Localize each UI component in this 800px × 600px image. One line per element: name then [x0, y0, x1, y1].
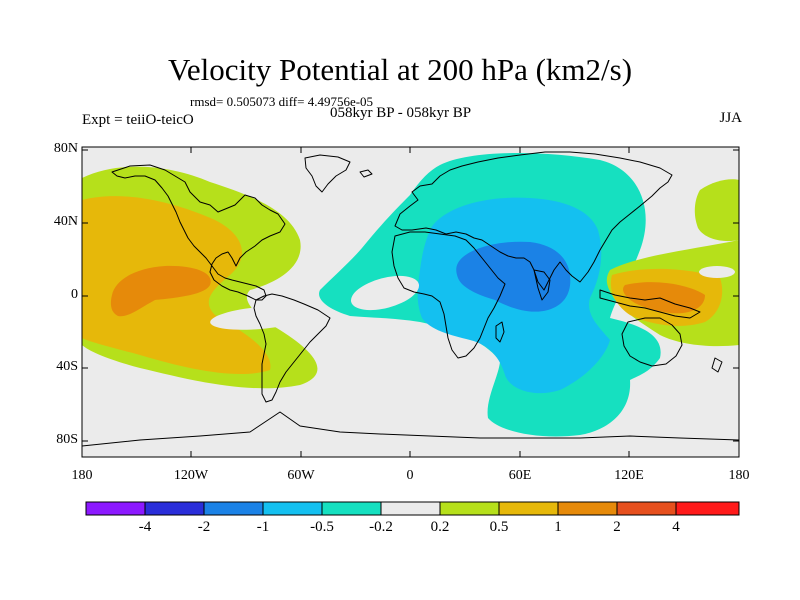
lat-tick-label: 40N	[53, 214, 78, 229]
coastline-greenland	[304, 154, 351, 193]
colorbar-label: 4	[672, 519, 680, 535]
lon-tick-label: 180	[71, 468, 93, 483]
coastline-layer	[82, 151, 739, 447]
colorbar-label: -4	[138, 519, 152, 535]
neutral-patch-west-pacific	[699, 266, 735, 278]
coastline-eurasia	[394, 151, 673, 291]
contour-fill-layer	[82, 147, 739, 457]
colorbar-label: 1	[554, 519, 562, 535]
lon-tick-label: 120E	[614, 468, 644, 483]
coastline-south-america	[253, 293, 331, 403]
coastline-maritime-continent	[599, 289, 701, 319]
contour-negative-1-indian-ocean	[456, 241, 571, 312]
lon-tick-label: 0	[406, 468, 414, 483]
experiment-label: Expt = teiiO-teicO	[82, 112, 194, 128]
lat-tick-label: 40S	[56, 359, 78, 374]
contour-positive-1-east-pacific	[110, 265, 211, 317]
coastline-india	[533, 269, 551, 301]
colorbar-segment	[499, 502, 558, 515]
lon-tick-label: 180	[728, 468, 750, 483]
lat-tick-label: 80S	[56, 432, 78, 447]
lat-tick-label: 80N	[53, 141, 78, 156]
period-label: 058kyr BP - 058kyr BP	[330, 105, 472, 121]
colorbar-label: 0.2	[430, 519, 450, 535]
coastline-north-america	[111, 164, 286, 301]
coastline-new-zealand	[711, 357, 723, 373]
colorbar-segment	[204, 502, 263, 515]
neutral-patch-east-pacific	[210, 306, 310, 330]
colorbar-label: -0.2	[369, 519, 393, 535]
colorbar-label: -0.5	[310, 519, 334, 535]
lat-tick-label: 0	[71, 287, 78, 302]
coastline-antarctica	[82, 411, 739, 447]
lon-tick-label: 60E	[508, 468, 532, 483]
colorbar-segment	[440, 502, 499, 515]
coastline-iceland	[359, 169, 373, 178]
season-label: JJA	[719, 110, 742, 126]
stats-line: rmsd= 0.505073 diff= 4.49756e-05	[190, 94, 374, 109]
colorbar-label: -2	[197, 519, 211, 535]
tick-marks	[81, 147, 740, 457]
coastline-australia	[621, 317, 683, 367]
colorbar-segment	[617, 502, 676, 515]
lon-tick-label: 60W	[287, 468, 315, 483]
colorbar-segment	[381, 502, 440, 515]
lon-tick-label: 120W	[173, 468, 209, 483]
colorbar-segment	[263, 502, 322, 515]
colorbar-label: 0.5	[489, 519, 509, 535]
colorbar	[85, 501, 740, 516]
colorbar-segment	[86, 502, 145, 515]
colorbar-segment	[322, 502, 381, 515]
colorbar-segment	[145, 502, 204, 515]
coastline-madagascar	[495, 321, 505, 343]
plot-title: Velocity Potential at 200 hPa (km2/s)	[167, 52, 633, 87]
contour-positive-1-west-pacific	[623, 282, 705, 314]
colorbar-segment	[558, 502, 617, 515]
contour-positive-0.2-dateline-north	[694, 179, 739, 242]
colorbar-segment	[676, 502, 739, 515]
coastline-africa	[391, 231, 506, 359]
colorbar-label: -1	[256, 519, 270, 535]
colorbar-label: 2	[613, 519, 621, 535]
